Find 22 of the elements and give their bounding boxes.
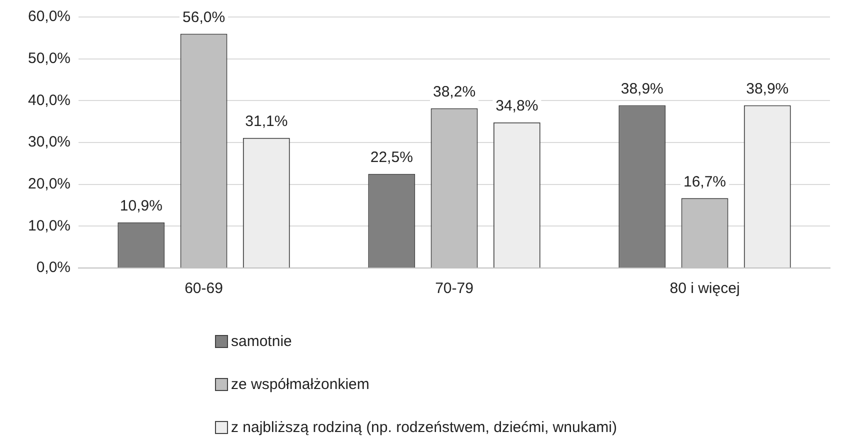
data-label: 34,8% bbox=[496, 98, 538, 115]
data-label: 56,0% bbox=[182, 8, 226, 26]
x-tick-label: 80 i więcej bbox=[670, 280, 740, 298]
data-label: 10,9% bbox=[120, 198, 162, 215]
data-label: 38,9% bbox=[620, 80, 664, 98]
legend-label: samotnie bbox=[231, 333, 292, 350]
data-label: 31,1% bbox=[245, 113, 288, 130]
data-label: 16,7% bbox=[683, 173, 726, 190]
y-tick-label: 10,0% bbox=[28, 217, 71, 234]
y-tick-label: 60,0% bbox=[28, 8, 71, 26]
y-tick-label: 50,0% bbox=[28, 50, 71, 67]
legend-label: ze współmałżonkiem bbox=[231, 376, 370, 393]
y-tick-label: 0,0% bbox=[36, 259, 71, 276]
x-tick-label: 60-69 bbox=[184, 280, 223, 298]
y-tick-label: 30,0% bbox=[28, 134, 71, 151]
data-label: 38,2% bbox=[432, 83, 476, 100]
data-label: 22,5% bbox=[370, 149, 413, 166]
legend-label: z najbliższą rodziną (np. rodzeństwem, dziećmi, wnukami) bbox=[231, 419, 617, 436]
data-label: 38,9% bbox=[746, 80, 789, 98]
x-tick-label: 70-79 bbox=[435, 280, 474, 298]
y-tick-label: 40,0% bbox=[28, 92, 71, 109]
y-tick-label: 20,0% bbox=[28, 175, 71, 192]
